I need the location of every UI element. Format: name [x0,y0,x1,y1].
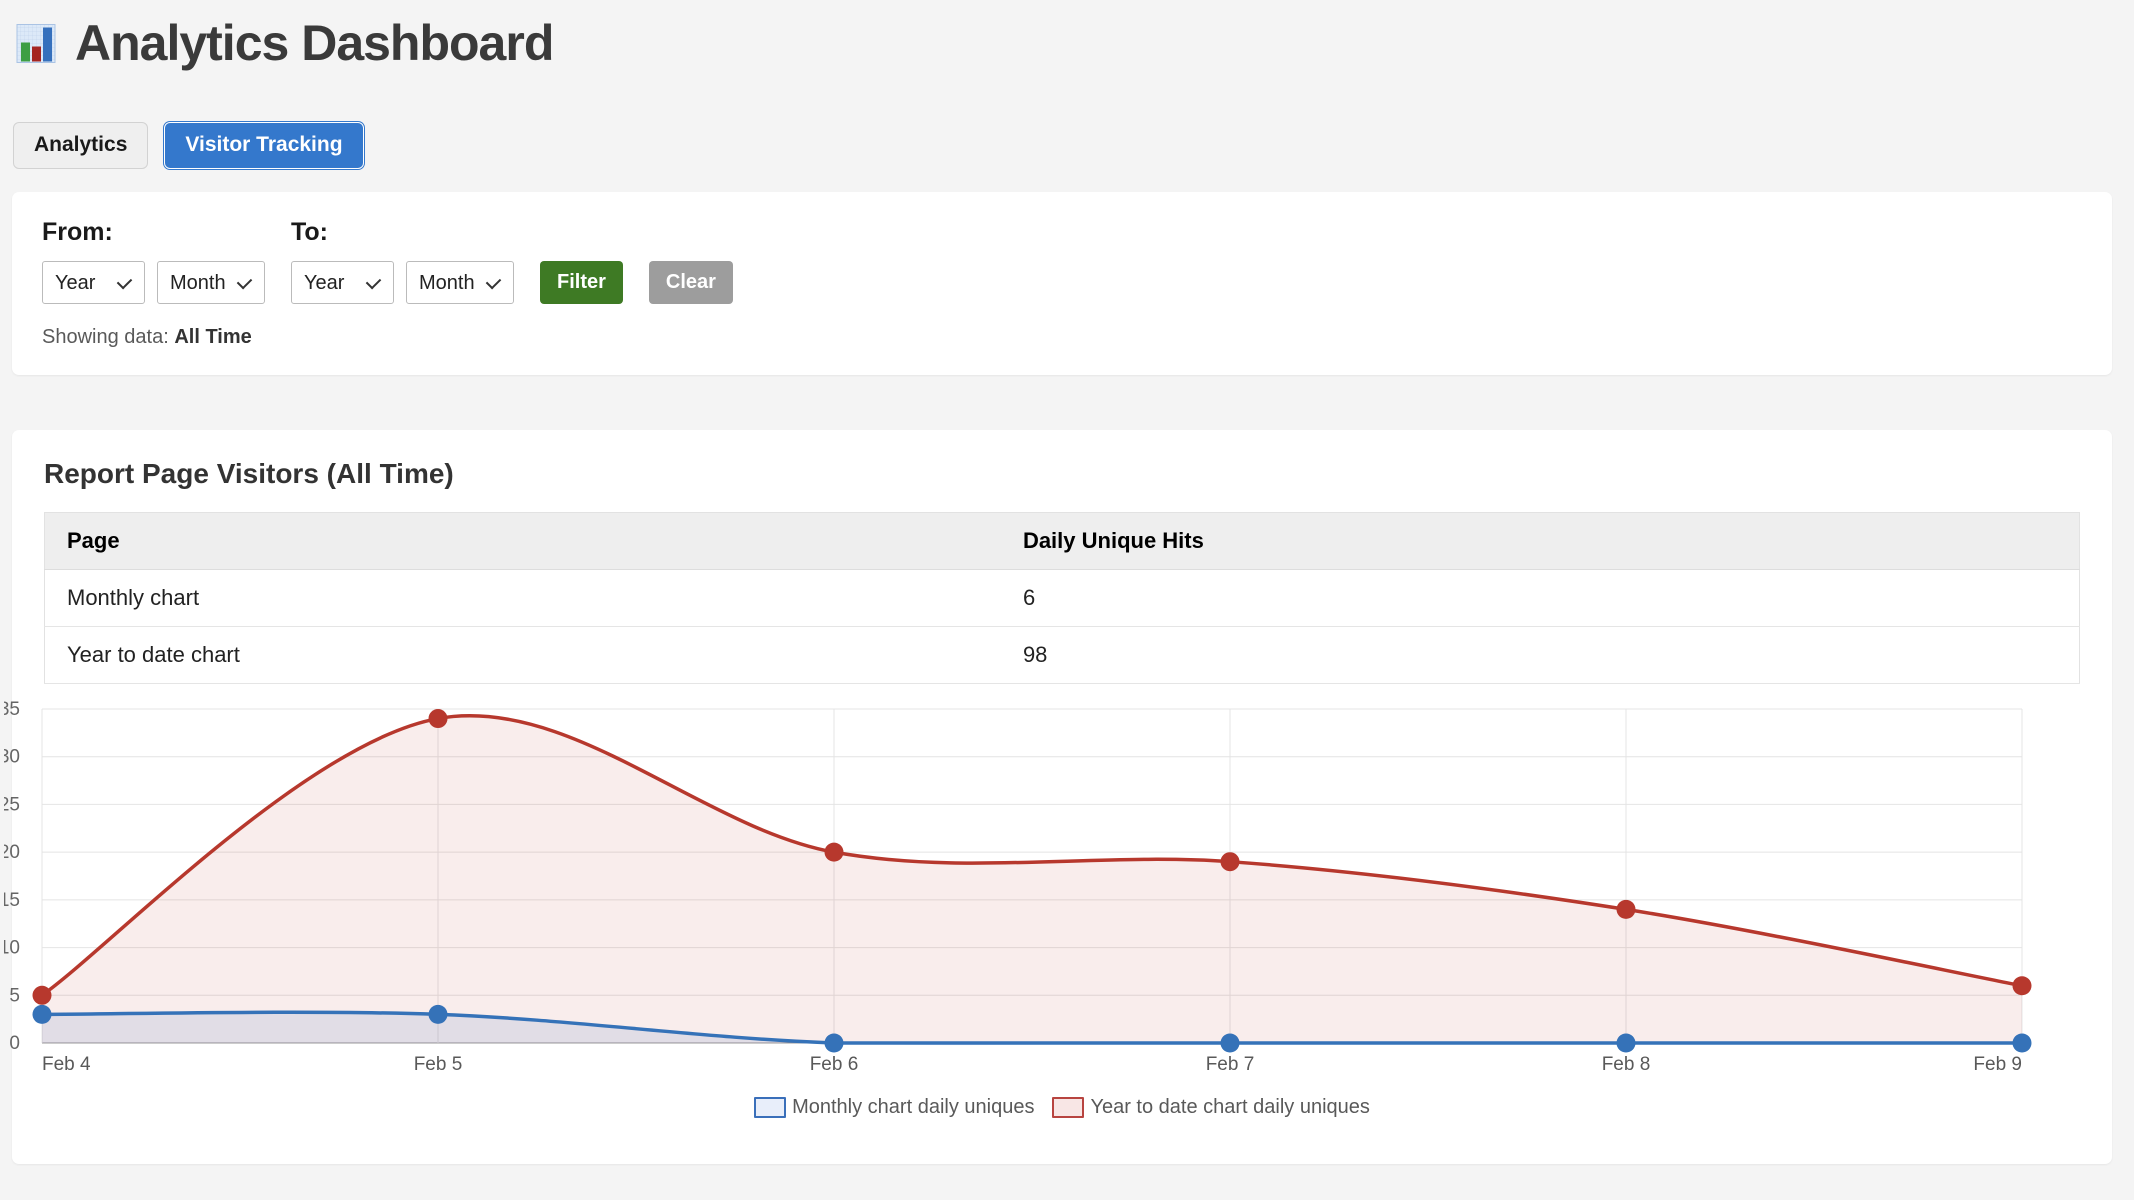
svg-text:5: 5 [9,985,20,1006]
svg-text:Feb 4: Feb 4 [42,1054,91,1075]
svg-text:30: 30 [4,747,20,768]
svg-text:0: 0 [9,1033,20,1054]
svg-text:Feb 7: Feb 7 [1206,1054,1255,1075]
svg-text:15: 15 [4,890,20,911]
svg-text:Feb 5: Feb 5 [414,1054,463,1075]
svg-text:20: 20 [4,842,20,863]
svg-text:35: 35 [4,699,20,720]
svg-text:Feb 8: Feb 8 [1602,1054,1651,1075]
svg-text:Feb 9: Feb 9 [1973,1054,2022,1075]
svg-text:10: 10 [4,938,20,959]
svg-text:25: 25 [4,794,20,815]
svg-text:Feb 6: Feb 6 [810,1054,859,1075]
